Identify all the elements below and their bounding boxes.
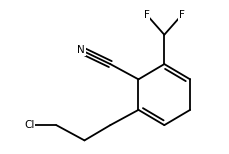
Text: F: F bbox=[143, 10, 149, 20]
Text: Cl: Cl bbox=[24, 120, 34, 130]
Text: F: F bbox=[178, 10, 184, 20]
Text: N: N bbox=[77, 45, 85, 55]
